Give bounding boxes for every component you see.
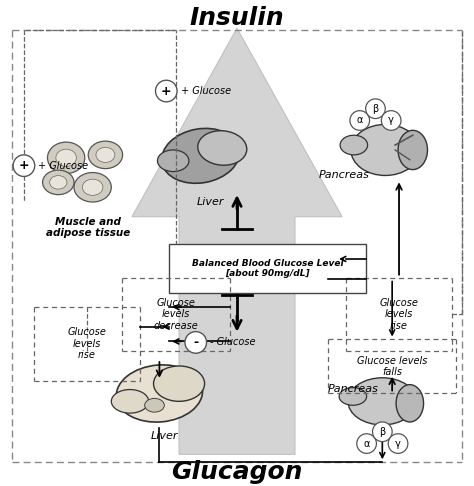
Ellipse shape — [339, 388, 366, 405]
Text: - Glucose: - Glucose — [210, 337, 256, 347]
Circle shape — [13, 155, 35, 176]
Ellipse shape — [154, 366, 205, 401]
Circle shape — [155, 80, 177, 102]
Ellipse shape — [162, 128, 240, 183]
Text: Liver: Liver — [197, 197, 224, 207]
Text: γ: γ — [388, 116, 394, 125]
Circle shape — [373, 422, 392, 442]
Circle shape — [382, 111, 401, 130]
Text: Glucose
levels
rise: Glucose levels rise — [67, 327, 106, 361]
Ellipse shape — [340, 135, 368, 155]
Circle shape — [365, 99, 385, 119]
Ellipse shape — [348, 378, 417, 425]
Text: γ: γ — [395, 438, 401, 449]
Ellipse shape — [111, 390, 149, 413]
Ellipse shape — [56, 149, 76, 166]
Ellipse shape — [396, 384, 424, 422]
Ellipse shape — [198, 131, 247, 165]
Circle shape — [357, 434, 376, 453]
Text: Balanced Blood Glucose Level
[about 90mg/dL]: Balanced Blood Glucose Level [about 90mg… — [191, 259, 343, 278]
Text: + Glucose: + Glucose — [37, 161, 88, 171]
Ellipse shape — [157, 150, 189, 172]
Text: α: α — [364, 438, 370, 449]
Ellipse shape — [351, 124, 419, 175]
Bar — [169, 244, 365, 294]
Polygon shape — [132, 28, 342, 454]
Ellipse shape — [74, 173, 111, 202]
Ellipse shape — [47, 142, 85, 174]
Circle shape — [350, 111, 370, 130]
Text: Glucose
levels
rise: Glucose levels rise — [380, 298, 419, 331]
Text: -: - — [193, 336, 198, 349]
Ellipse shape — [43, 170, 74, 194]
Text: Glucagon: Glucagon — [171, 460, 303, 484]
Ellipse shape — [50, 175, 67, 189]
Text: Glucose
levels
decrease: Glucose levels decrease — [154, 298, 199, 331]
Text: Insulin: Insulin — [190, 6, 284, 30]
Ellipse shape — [96, 147, 115, 162]
Text: +: + — [161, 85, 172, 98]
Text: α: α — [356, 116, 363, 125]
Text: Liver: Liver — [151, 431, 178, 441]
Text: +: + — [18, 159, 29, 172]
Text: Muscle and
adipose tissue: Muscle and adipose tissue — [46, 217, 130, 238]
Ellipse shape — [82, 179, 103, 195]
Text: Glucose levels
falls: Glucose levels falls — [357, 356, 428, 377]
Circle shape — [185, 331, 207, 353]
Text: + Glucose: + Glucose — [181, 86, 231, 96]
Text: Pancreas: Pancreas — [328, 383, 378, 394]
Circle shape — [388, 434, 408, 453]
Ellipse shape — [116, 365, 202, 422]
Ellipse shape — [145, 399, 164, 412]
Text: Pancreas: Pancreas — [319, 170, 369, 180]
Text: β: β — [373, 104, 379, 114]
Ellipse shape — [88, 141, 123, 169]
Ellipse shape — [398, 130, 428, 170]
Text: β: β — [379, 427, 385, 437]
